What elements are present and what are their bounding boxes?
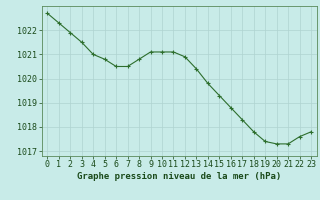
X-axis label: Graphe pression niveau de la mer (hPa): Graphe pression niveau de la mer (hPa) <box>77 172 281 181</box>
